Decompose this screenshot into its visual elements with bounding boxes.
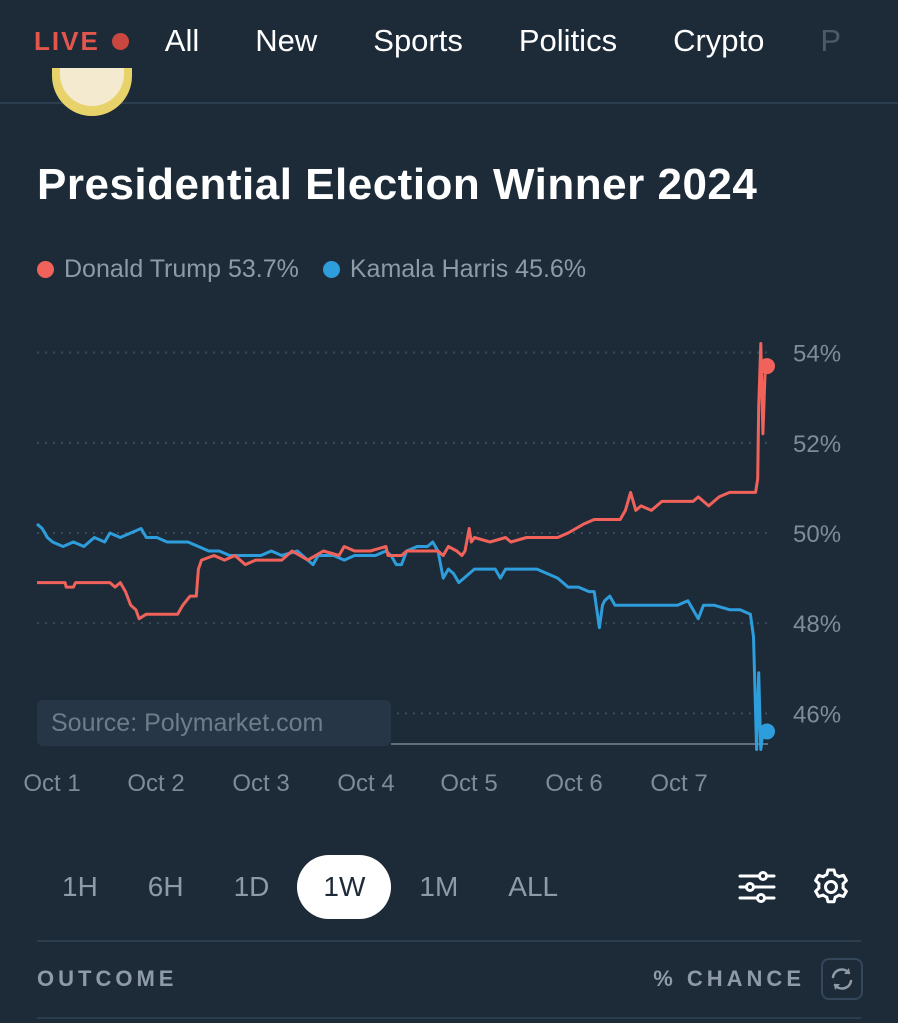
sliders-icon[interactable] <box>736 866 778 908</box>
y-tick-label: 50% <box>793 521 841 548</box>
legend-dot-icon <box>322 261 340 278</box>
divider <box>37 1017 861 1019</box>
x-tick-label: Oct 7 <box>650 770 708 797</box>
page-title: Presidential Election Winner 2024 <box>37 160 758 209</box>
chart-tools <box>736 866 852 908</box>
nav-item-truncated[interactable]: P <box>820 23 842 58</box>
series-endpoint-kamala-harris <box>759 723 775 740</box>
nav-item-politics[interactable]: Politics <box>518 23 618 58</box>
range-button-all[interactable]: ALL <box>508 871 559 902</box>
nav-item-sports[interactable]: Sports <box>373 23 463 58</box>
refresh-button[interactable] <box>821 958 863 1000</box>
legend-item-harris: Kamala Harris 45.6% <box>322 255 587 284</box>
x-tick-label: Oct 1 <box>23 770 81 797</box>
range-button-6h[interactable]: 6H <box>147 871 184 902</box>
legend-item-trump: Donald Trump 53.7% <box>37 255 299 284</box>
y-tick-label: 46% <box>793 701 841 728</box>
live-label: LIVE <box>34 25 100 56</box>
x-tick-label: Oct 2 <box>127 770 185 797</box>
nav-item-all[interactable]: All <box>164 23 200 58</box>
top-nav: LIVE All New Sports Politics Crypto P <box>0 0 898 104</box>
divider <box>37 940 861 942</box>
outcome-header: OUTCOME <box>37 966 178 991</box>
y-tick-label: 52% <box>793 431 841 458</box>
x-tick-label: Oct 3 <box>232 770 290 797</box>
nav-row: LIVE All New Sports Politics Crypto P <box>34 18 897 64</box>
refresh-icon <box>831 968 853 990</box>
legend-label: Kamala Harris 45.6% <box>349 255 587 283</box>
series-endpoint-donald-trump <box>759 358 775 375</box>
time-range-selector: 1H 6H 1D 1W 1M ALL <box>40 855 586 919</box>
legend-label: Donald Trump 53.7% <box>64 255 299 283</box>
chart-legend: Donald Trump 53.7% Kamala Harris 45.6% <box>37 255 610 284</box>
price-chart[interactable]: 54% 52% 50% 48% 46% <box>0 300 898 760</box>
nav-item-crypto[interactable]: Crypto <box>673 23 765 58</box>
range-button-1d[interactable]: 1D <box>233 871 270 902</box>
range-button-1m[interactable]: 1M <box>419 871 459 902</box>
source-label: Source: Polymarket.com <box>37 700 391 746</box>
live-dot-icon <box>111 32 129 50</box>
x-tick-label: Oct 6 <box>545 770 603 797</box>
series-line-kamala-harris <box>36 522 766 751</box>
legend-dot-icon <box>37 261 54 278</box>
series-line-donald-trump <box>37 342 768 621</box>
x-tick-label: Oct 4 <box>337 770 395 797</box>
x-tick-label: Oct 5 <box>440 770 498 797</box>
gear-icon[interactable] <box>810 866 852 908</box>
chance-header: % CHANCE <box>653 966 805 991</box>
range-button-1w[interactable]: 1W <box>297 855 392 919</box>
y-tick-label: 48% <box>793 611 841 638</box>
y-tick-label: 54% <box>793 341 841 368</box>
live-link[interactable]: LIVE <box>34 26 129 57</box>
x-axis-labels: Oct 1 Oct 2 Oct 3 Oct 4 Oct 5 Oct 6 Oct 7 <box>0 770 898 802</box>
nav-item-new[interactable]: New <box>255 23 318 58</box>
market-logo <box>52 68 132 116</box>
range-button-1h[interactable]: 1H <box>62 871 98 902</box>
outcome-table-header: OUTCOME % CHANCE <box>37 958 863 1000</box>
